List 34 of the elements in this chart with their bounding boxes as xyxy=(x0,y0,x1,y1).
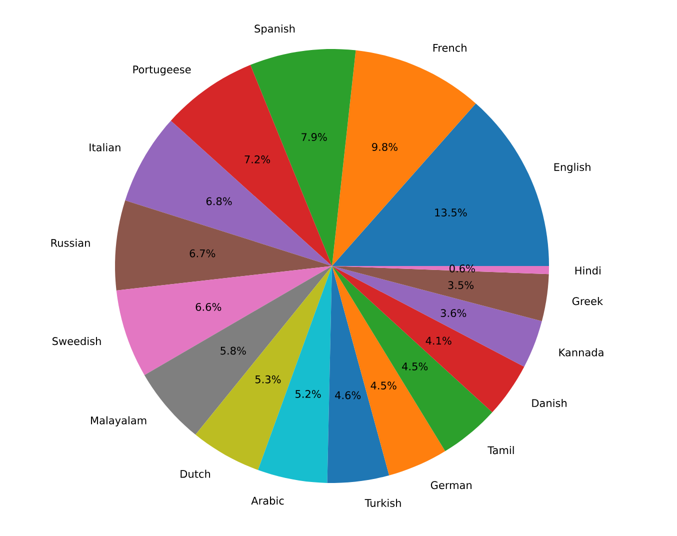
data-label: 3.6% xyxy=(440,309,466,318)
data-label: 7.9% xyxy=(302,133,327,142)
data-label: 4.6% xyxy=(335,391,361,400)
data-label: 4.5% xyxy=(402,362,428,370)
data-label: 6.8% xyxy=(206,197,232,206)
slice-label: Turkish xyxy=(364,498,401,507)
slice-label: English xyxy=(554,162,590,174)
slice-label: German xyxy=(430,481,472,490)
data-label: 5.2% xyxy=(296,390,321,398)
slice-label: Greek xyxy=(572,296,604,306)
slice-label: Sweedish xyxy=(52,336,101,346)
data-label: 13.5% xyxy=(435,208,467,216)
slice-label: Italian xyxy=(90,143,120,152)
slice-label: Kannada xyxy=(559,348,604,356)
data-label: 3.5% xyxy=(448,281,474,290)
slice-label: Arabic xyxy=(251,496,284,505)
data-label: 6.6% xyxy=(196,302,222,311)
data-label: 4.1% xyxy=(426,336,452,345)
slice-label: Tamil xyxy=(488,446,514,454)
slice-label: Russian xyxy=(51,238,90,247)
slice-label: Danish xyxy=(532,398,567,408)
slice-label: Dutch xyxy=(180,470,210,478)
data-label: 4.5% xyxy=(370,382,396,390)
slice-label: Spanish xyxy=(254,24,295,35)
data-label: 5.8% xyxy=(220,346,246,355)
data-label: 7.2% xyxy=(244,155,270,164)
data-label: 0.6% xyxy=(450,264,475,272)
slice-label: French xyxy=(433,44,466,52)
slice-label: Hindi xyxy=(575,266,600,275)
data-label: 6.7% xyxy=(190,249,216,258)
data-label: 9.8% xyxy=(372,142,398,151)
data-label: 5.3% xyxy=(255,375,281,384)
slice-label: Portugeese xyxy=(133,66,191,76)
slice-label: Malayalam xyxy=(91,416,146,426)
